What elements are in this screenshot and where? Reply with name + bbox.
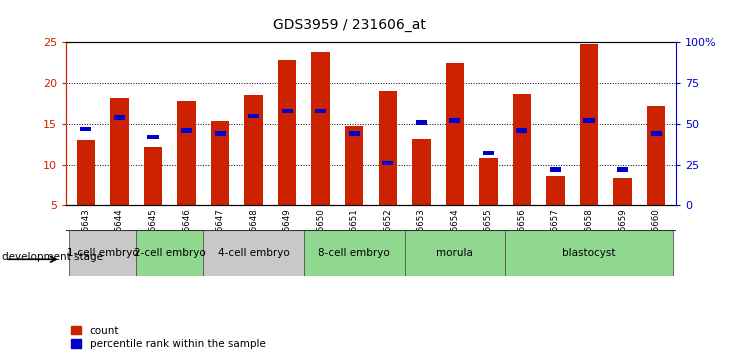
Bar (69, 230, 136, 276)
Bar (580, 44, 598, 205)
Legend: count, percentile rank within the sample: count, percentile rank within the sample (71, 326, 265, 349)
Bar (345, 126, 363, 205)
Bar (77, 140, 95, 205)
Bar (248, 114, 259, 118)
Bar (178, 101, 196, 205)
Text: 8-cell embryo: 8-cell embryo (318, 248, 390, 258)
Text: GDS3959 / 231606_at: GDS3959 / 231606_at (273, 18, 425, 32)
Bar (136, 230, 203, 276)
Bar (446, 63, 464, 205)
Bar (613, 178, 632, 205)
Bar (550, 167, 561, 172)
Bar (651, 131, 662, 136)
Bar (583, 118, 594, 123)
Bar (404, 230, 505, 276)
Bar (617, 167, 628, 172)
Bar (546, 176, 564, 205)
Bar (304, 230, 404, 276)
Bar (211, 121, 230, 205)
Bar (80, 126, 91, 131)
Bar (214, 131, 226, 136)
Bar (349, 131, 360, 136)
Bar (203, 230, 304, 276)
Bar (483, 151, 494, 155)
Bar (516, 128, 528, 133)
Bar (512, 94, 531, 205)
Text: blastocyst: blastocyst (562, 248, 616, 258)
Bar (647, 106, 665, 205)
Bar (412, 138, 431, 205)
Bar (416, 120, 427, 125)
Bar (479, 158, 498, 205)
Bar (379, 91, 397, 205)
Text: morula: morula (436, 248, 473, 258)
Bar (144, 147, 162, 205)
Text: 2-cell embryo: 2-cell embryo (134, 248, 205, 258)
Bar (114, 115, 125, 120)
Bar (110, 98, 129, 205)
Bar (382, 161, 393, 165)
Bar (311, 52, 330, 205)
Text: 4-cell embryo: 4-cell embryo (218, 248, 289, 258)
Bar (315, 109, 326, 113)
Text: development stage: development stage (2, 252, 103, 262)
Bar (505, 230, 673, 276)
Bar (278, 61, 296, 205)
Text: 1-cell embryo: 1-cell embryo (67, 248, 139, 258)
Bar (450, 118, 461, 123)
Bar (148, 135, 159, 139)
Bar (281, 109, 292, 113)
Bar (181, 128, 192, 133)
Bar (244, 96, 263, 205)
